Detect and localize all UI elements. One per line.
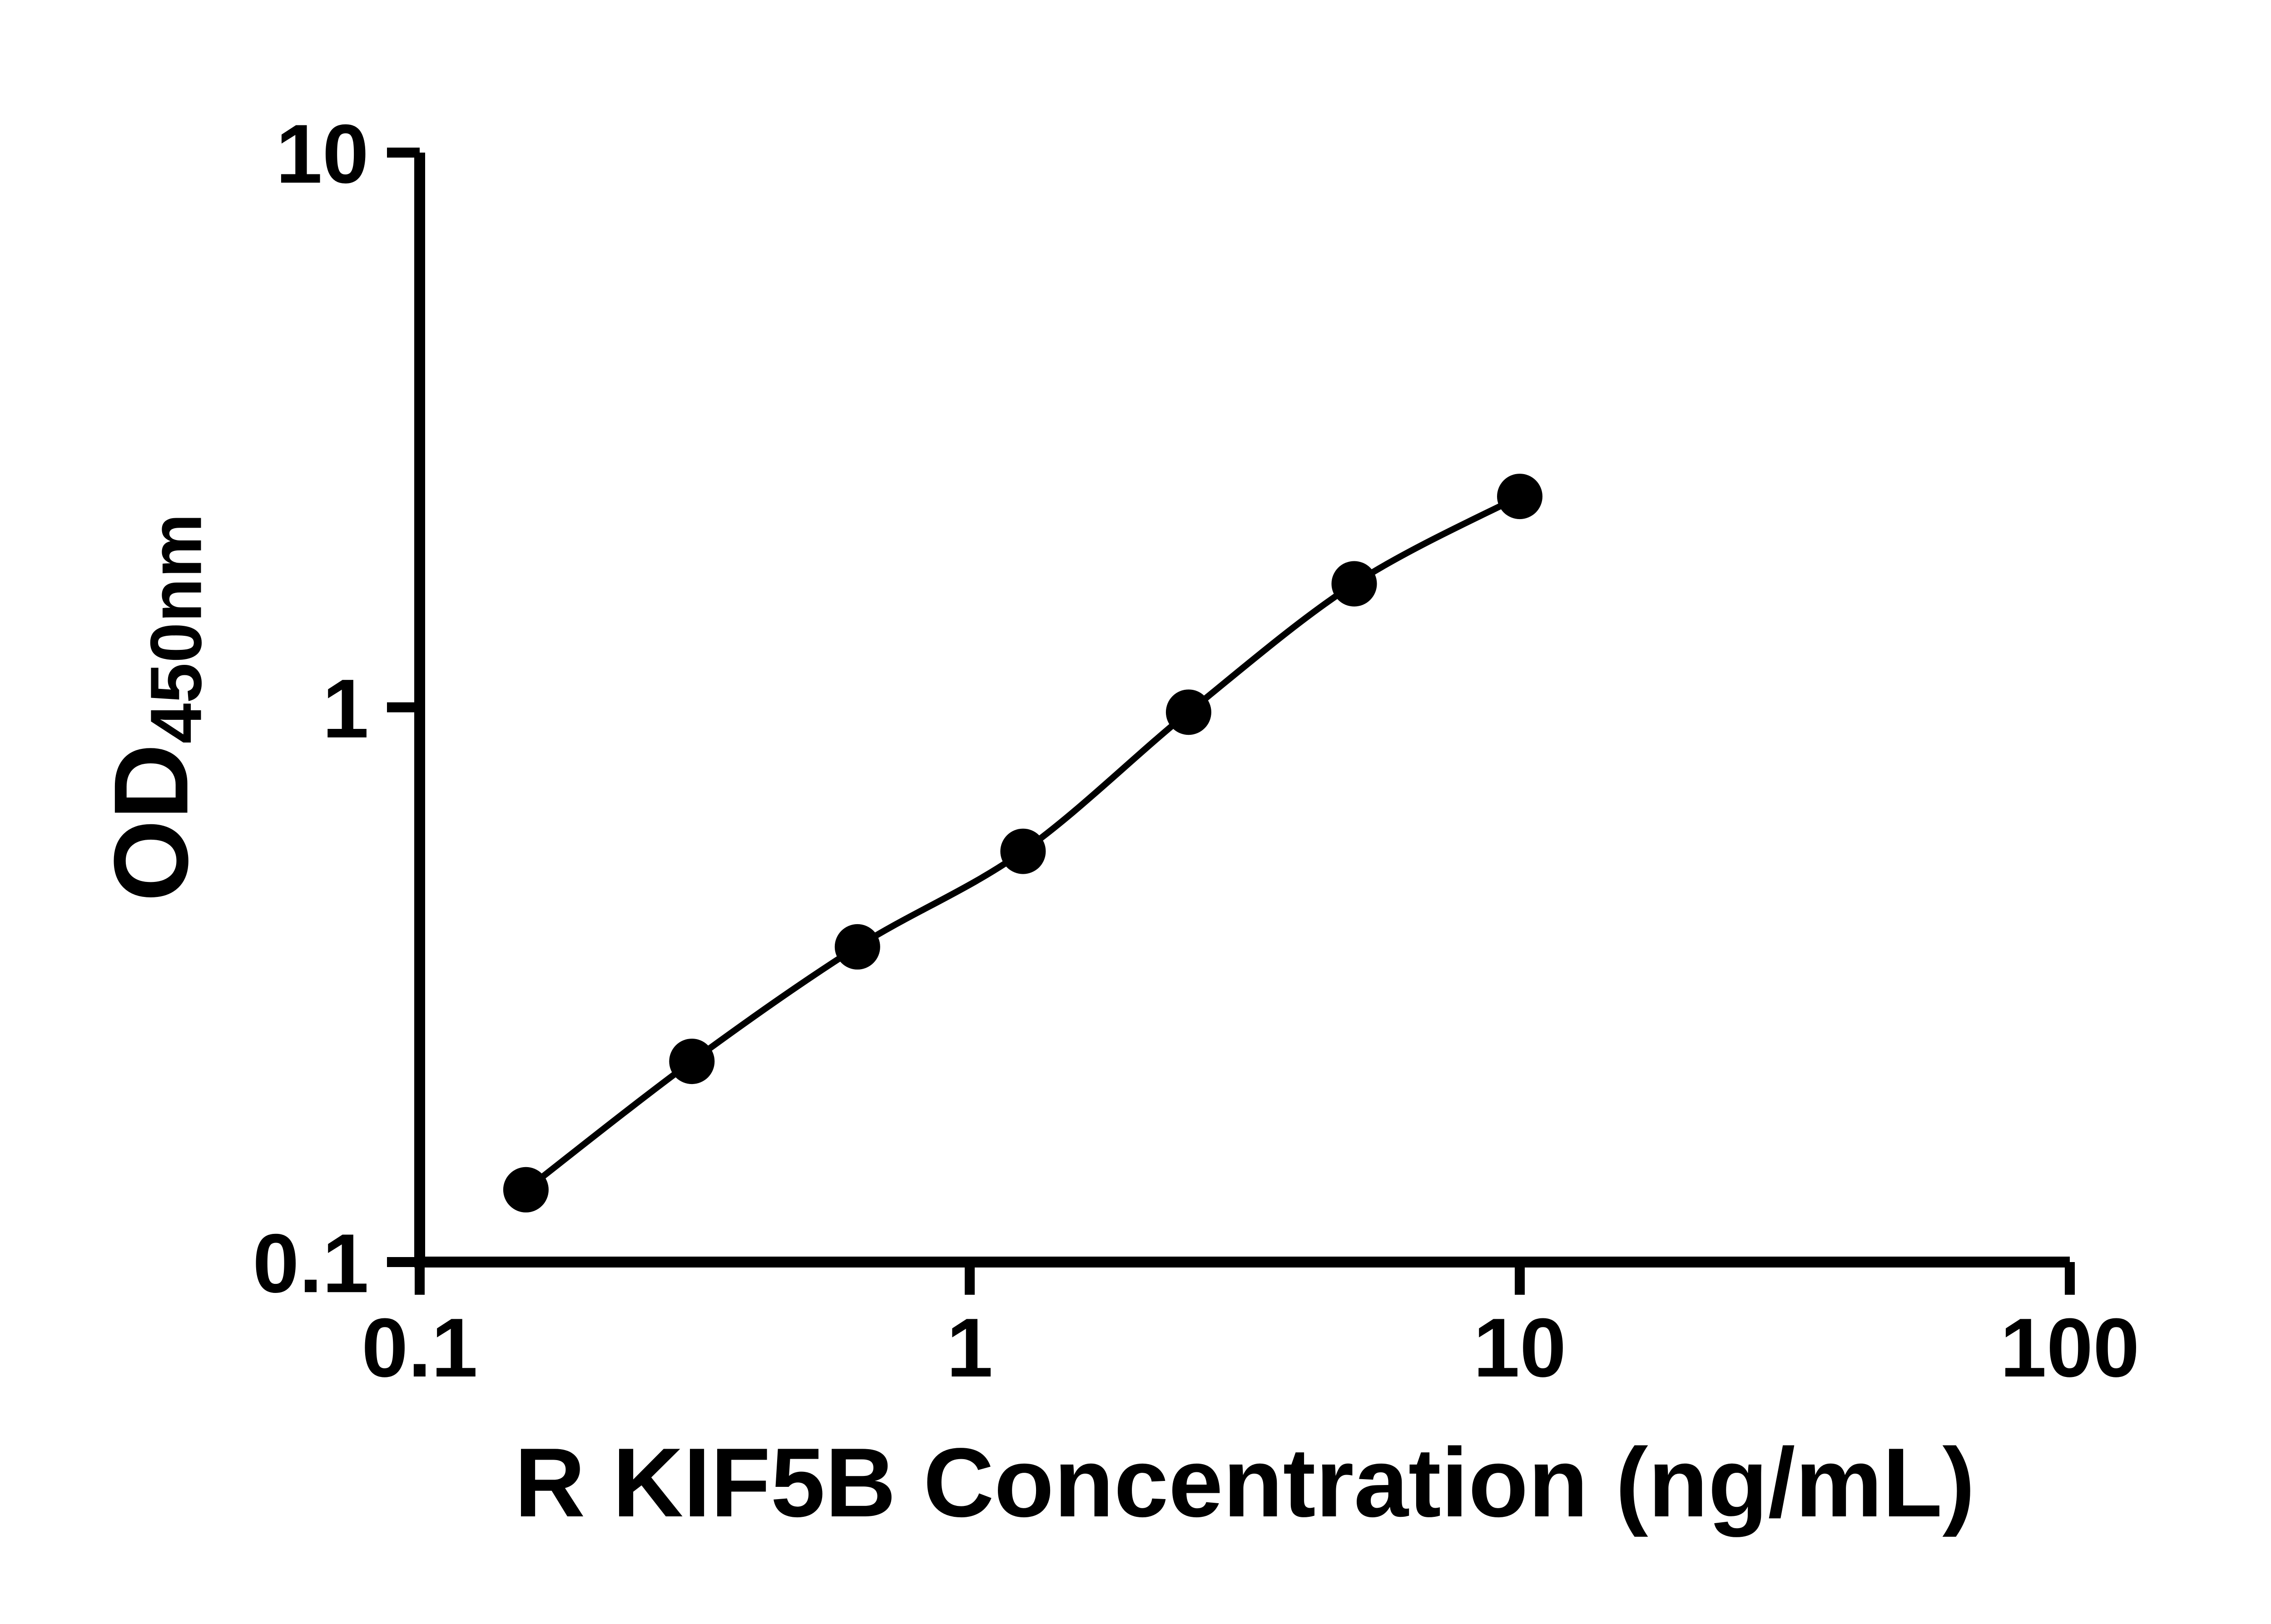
x-tick-label: 1: [947, 1301, 993, 1394]
data-point: [834, 924, 880, 970]
y-axis-title-subscript: 450nm: [135, 513, 217, 744]
data-point: [1497, 474, 1542, 520]
y-tick-label: 1: [322, 662, 369, 755]
x-tick-label: 10: [1473, 1301, 1567, 1394]
data-point: [503, 1167, 549, 1213]
y-axis-title-main: OD: [92, 743, 210, 902]
y-tick-label: 10: [276, 107, 369, 200]
x-tick-label: 100: [2000, 1301, 2140, 1394]
x-tick-label: 0.1: [362, 1301, 478, 1394]
y-tick-label: 0.1: [253, 1216, 369, 1310]
data-point: [1331, 561, 1377, 607]
x-axis-title: R KIF5B Concentration (ng/mL): [514, 1427, 1975, 1537]
data-point: [669, 1039, 715, 1084]
data-point: [1000, 828, 1046, 874]
y-axis-title: OD450nm: [91, 514, 217, 902]
axis-lines: [414, 153, 2070, 1268]
data-point: [1165, 689, 1211, 735]
